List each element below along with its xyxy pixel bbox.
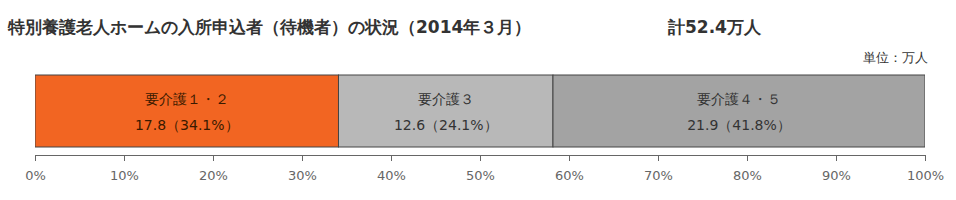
data-labels: 要介護１・２ 17.8（34.1%） 要介護３ 12.6（24.1%） 要介護４・５ 21… [135, 91, 791, 133]
segment-name: 要介護１・２ [145, 91, 229, 107]
tick-label: 0% [25, 168, 46, 183]
tick: 20% [199, 155, 228, 183]
bar-segment [338, 75, 552, 147]
tick-mark [213, 155, 214, 161]
tick: 50% [466, 155, 495, 183]
tick: 0% [25, 155, 46, 183]
annotation: 単位：万人 [863, 50, 928, 65]
tick-mark [35, 155, 36, 161]
axis-line [36, 156, 926, 162]
tick-mark [124, 155, 125, 161]
tick-label: 50% [466, 168, 495, 183]
subtitle: 計52.4万人 [667, 17, 762, 37]
tick: 10% [110, 155, 139, 183]
tick-mark [480, 155, 481, 161]
bar-segment [35, 75, 338, 147]
tick-mark [836, 155, 837, 161]
tick: 100% [907, 155, 944, 183]
bar-segment [553, 75, 925, 147]
tick-mark [747, 155, 748, 161]
tick-label: 30% [288, 168, 317, 183]
tick-label: 20% [199, 168, 228, 183]
tick-mark [302, 155, 303, 161]
tick-label: 60% [555, 168, 584, 183]
tick-label: 100% [907, 168, 944, 183]
chart-container: 特別養護老人ホームの入所申込者（待機者）の状況（2014年３月） 計52.4万人単… [0, 0, 956, 200]
x-axis: 0% 10% 20% 30% 40% 50% 60% 70% 80% 90% 100% [25, 155, 944, 183]
tick-mark [658, 155, 659, 161]
title: 特別養護老人ホームの入所申込者（待機者）の状況（2014年３月） [7, 17, 531, 37]
tick: 70% [644, 155, 673, 183]
tick-label: 80% [733, 168, 762, 183]
tick-label: 40% [377, 168, 406, 183]
tick-mark [391, 155, 392, 161]
data-label: 12.6（24.1%） [394, 117, 498, 133]
tick: 40% [377, 155, 406, 183]
tick-mark [569, 155, 570, 161]
data-label: 17.8（34.1%） [135, 117, 239, 133]
tick-label: 70% [644, 168, 673, 183]
tick: 80% [733, 155, 762, 183]
tick: 60% [555, 155, 584, 183]
tick-mark [925, 155, 926, 161]
tick-label: 10% [110, 168, 139, 183]
bars [35, 75, 925, 147]
tick-label: 90% [822, 168, 851, 183]
segment-name: 要介護３ [418, 91, 474, 107]
segment-name: 要介護４・５ [697, 91, 781, 107]
data-label: 21.9（41.8%） [687, 117, 791, 133]
tick: 30% [288, 155, 317, 183]
tick: 90% [822, 155, 851, 183]
chart-svg: 特別養護老人ホームの入所申込者（待機者）の状況（2014年３月） 計52.4万人単… [0, 0, 956, 200]
